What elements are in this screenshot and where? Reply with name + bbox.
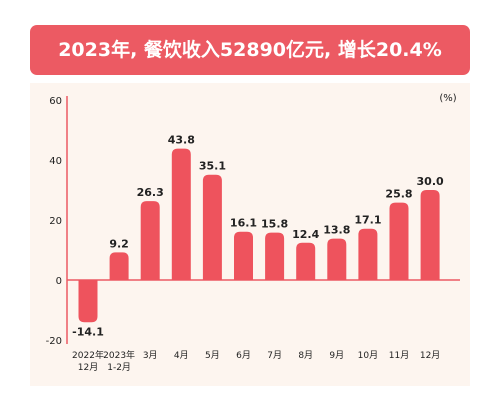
data-label: 35.1 <box>199 160 226 173</box>
y-tick-label: 0 <box>56 276 62 287</box>
bar <box>202 174 222 280</box>
x-tick-label: 4月 <box>174 350 189 361</box>
x-tick-label: 9月 <box>329 350 344 361</box>
data-label: 26.3 <box>137 186 164 199</box>
data-label: 30.0 <box>417 175 444 188</box>
x-tick-label: 1-2月 <box>107 362 131 373</box>
bar <box>420 190 440 280</box>
x-tick-label: 2022年 <box>72 349 104 361</box>
data-label: 12.4 <box>292 228 319 241</box>
data-label: 16.1 <box>230 217 257 230</box>
bar <box>265 232 285 280</box>
data-label: 25.8 <box>385 188 412 201</box>
x-tick-label: 12月 <box>78 362 98 373</box>
data-label: 17.1 <box>354 214 381 227</box>
data-label: 9.2 <box>109 237 129 250</box>
bar <box>234 231 253 280</box>
chart-data-labels: -14.1 9.2 26.3 43.8 35.1 16.1 15.8 12.4 13.8 17.1… <box>72 134 444 339</box>
bar <box>171 148 191 280</box>
x-tick-label: 11月 <box>389 350 409 361</box>
y-tick-label: 60 <box>49 96 62 107</box>
title-banner: 2023年, 餐饮收入52890亿元, 增长20.4% <box>30 25 470 75</box>
x-tick-label: 3月 <box>143 350 158 361</box>
chart-title: 2023年, 餐饮收入52890亿元, 增长20.4% <box>58 39 442 61</box>
x-tick-label: 12月 <box>420 350 440 361</box>
y-tick-label: -20 <box>46 336 62 347</box>
data-label: 43.8 <box>168 134 195 147</box>
bar <box>327 238 347 280</box>
bar <box>140 201 160 280</box>
x-tick-label: 6月 <box>236 350 251 361</box>
x-tick-label: 5月 <box>205 350 220 361</box>
data-label: 13.8 <box>323 224 350 237</box>
bar <box>358 228 378 280</box>
x-tick-label: 8月 <box>298 350 313 361</box>
unit-label: (%) <box>439 93 456 104</box>
bar <box>389 202 409 280</box>
bar <box>78 280 98 323</box>
data-label: 15.8 <box>261 218 288 231</box>
bar <box>109 252 129 280</box>
x-tick-label: 7月 <box>267 350 282 361</box>
y-tick-label: 20 <box>49 216 62 227</box>
data-label: -14.1 <box>72 325 104 338</box>
bar <box>296 242 316 280</box>
x-tick-label: 10月 <box>358 350 378 361</box>
y-tick-label: 40 <box>49 156 62 167</box>
chart-bars <box>78 148 440 323</box>
x-tick-label: 2023年 <box>103 349 135 361</box>
